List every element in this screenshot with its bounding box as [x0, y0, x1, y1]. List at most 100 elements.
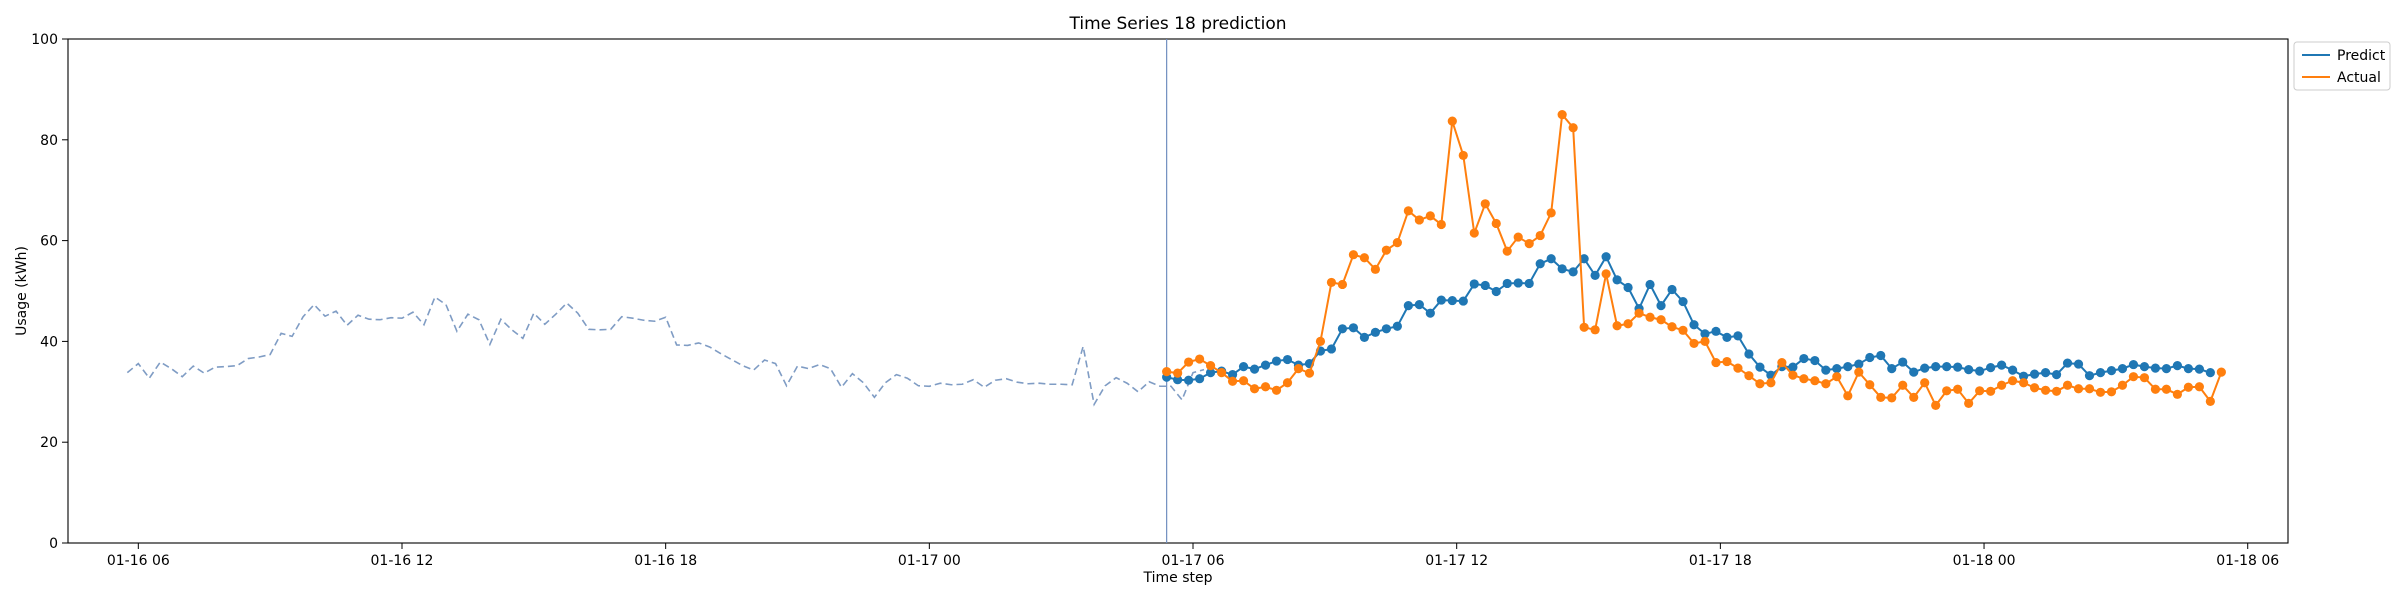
- actual-point: [1326, 277, 1337, 288]
- y-tick-label: 80: [40, 133, 58, 149]
- predict-point: [2062, 358, 2073, 368]
- legend-predict-label: Predict: [2337, 48, 2386, 64]
- forecast-series: [1162, 110, 2226, 411]
- actual-point: [1315, 336, 1326, 346]
- actual-point: [1370, 264, 1380, 274]
- x-tick-label: 01-17 12: [1425, 553, 1488, 569]
- actual-point: [1173, 368, 1183, 378]
- y-tick-label: 0: [49, 536, 58, 552]
- actual-point: [1469, 228, 1479, 238]
- actual-point: [1755, 379, 1765, 389]
- predict-point: [1282, 354, 1293, 365]
- plot-area: [67, 38, 2289, 544]
- actual-point: [1843, 391, 1853, 401]
- legend-actual-label: Actual: [2337, 70, 2381, 86]
- predict-point: [2128, 359, 2139, 370]
- y-axis-label: Usage (kWh): [14, 246, 30, 336]
- legend: Predict Actual: [2293, 41, 2391, 91]
- actual-point: [1821, 379, 1831, 389]
- actual-point: [1777, 357, 1787, 368]
- y-tick-label: 20: [40, 435, 58, 451]
- actual-point: [2029, 383, 2040, 393]
- predict-point: [2106, 366, 2117, 376]
- predict-point: [1425, 308, 1435, 318]
- predict-point: [1458, 296, 1468, 306]
- actual-point: [2062, 380, 2073, 390]
- actual-point: [1854, 367, 1864, 377]
- predict-point: [1414, 300, 1424, 310]
- actual-point: [1623, 319, 1633, 329]
- predict-point: [1205, 368, 1216, 378]
- x-tick-label: 01-18 06: [2216, 553, 2279, 569]
- actual-point: [2128, 372, 2139, 382]
- actual-point: [1403, 206, 1413, 216]
- actual-point: [1216, 368, 1227, 378]
- predict-point: [1876, 350, 1886, 361]
- predict-point: [1678, 296, 1688, 307]
- predict-point: [1469, 279, 1479, 289]
- actual-point: [1238, 376, 1249, 386]
- predict-point: [1227, 370, 1238, 380]
- actual-point: [1920, 378, 1930, 388]
- actual-point: [2150, 384, 2161, 394]
- actual-point: [1964, 398, 1974, 408]
- predict-point: [1931, 362, 1941, 372]
- actual-point: [2194, 382, 2204, 392]
- actual-point: [1304, 368, 1315, 378]
- actual-point: [1612, 321, 1622, 331]
- actual-point: [1810, 376, 1820, 386]
- actual-point: [1535, 230, 1545, 241]
- predict-point: [1645, 279, 1655, 290]
- actual-point: [1942, 386, 1952, 396]
- predict-point: [2161, 364, 2172, 374]
- actual-point: [2084, 384, 2095, 394]
- actual-point: [1162, 367, 1172, 377]
- actual-point: [2051, 386, 2062, 396]
- predict-point: [1887, 364, 1897, 374]
- predict-point: [2117, 364, 2128, 374]
- actual-point: [2040, 385, 2051, 395]
- actual-point: [2073, 384, 2084, 394]
- predict-point: [1986, 363, 1996, 373]
- actual-point: [1184, 357, 1194, 367]
- predict-point: [2183, 364, 2193, 374]
- actual-point: [1249, 384, 1260, 394]
- actual-point: [2018, 378, 2029, 388]
- predict-series: [1162, 252, 2215, 385]
- x-tick-label: 01-17 06: [1162, 553, 1225, 569]
- predict-point: [1832, 364, 1842, 374]
- x-axis-label: Time step: [1143, 570, 1213, 586]
- predict-point: [1491, 286, 1501, 297]
- predict-point: [2029, 369, 2040, 379]
- predict-point: [1524, 278, 1534, 289]
- predict-point: [1370, 327, 1380, 337]
- predict-point: [1249, 364, 1260, 374]
- predict-point: [1535, 259, 1545, 269]
- predict-point: [1612, 275, 1622, 285]
- predict-point: [1953, 362, 1963, 372]
- predict-point: [1579, 254, 1589, 264]
- actual-point: [1260, 382, 1271, 392]
- predict-point: [1381, 324, 1391, 334]
- actual-point: [1766, 378, 1776, 388]
- actual-point: [2216, 367, 2226, 377]
- predict-point: [1184, 375, 1194, 385]
- actual-point: [2183, 382, 2193, 392]
- actual-point: [1986, 386, 1996, 396]
- actual-point: [1359, 253, 1369, 263]
- predict-point: [1337, 324, 1348, 334]
- actual-point: [2172, 389, 2182, 399]
- y-tick-label: 40: [40, 334, 58, 350]
- actual-point: [1876, 392, 1886, 402]
- actual-point: [1513, 232, 1523, 242]
- predict-point: [2139, 362, 2150, 372]
- predict-point: [2073, 359, 2084, 369]
- actual-point: [1491, 218, 1501, 229]
- x-tick-label: 01-17 00: [898, 553, 961, 569]
- predict-point: [1436, 295, 1446, 305]
- actual-point: [1337, 279, 1348, 290]
- predict-point: [1920, 363, 1930, 373]
- actual-point: [1799, 374, 1809, 384]
- actual-point: [1931, 400, 1941, 411]
